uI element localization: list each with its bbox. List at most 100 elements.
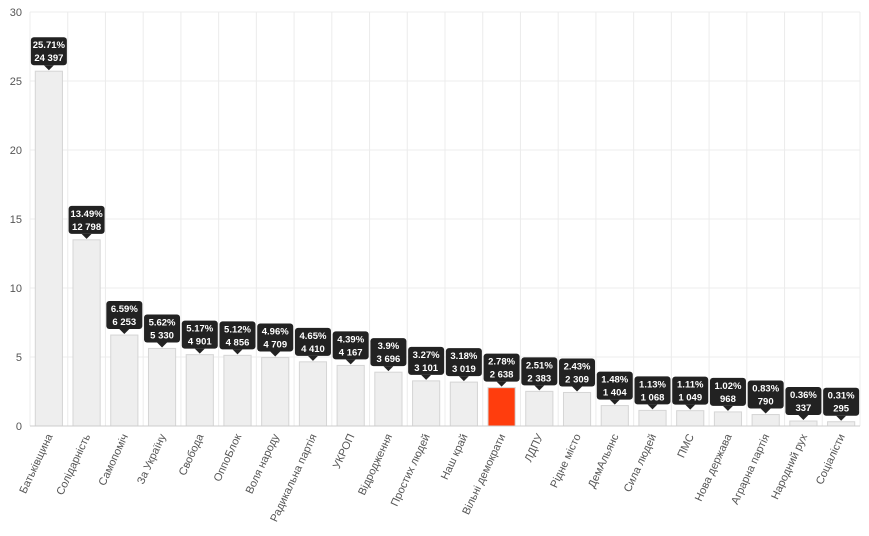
votes-label: 3 019	[452, 364, 476, 375]
data-label-box	[596, 371, 633, 400]
data-label-box	[785, 387, 822, 416]
bar[interactable]	[412, 380, 441, 427]
data-label-pointer	[496, 381, 507, 387]
data-label-box	[521, 357, 558, 386]
data-label-box	[672, 376, 709, 405]
bar[interactable]	[34, 70, 63, 427]
x-tick-label: Простих людей	[389, 432, 433, 508]
y-tick-label: 15	[10, 214, 22, 226]
bar[interactable]	[562, 391, 592, 427]
data-label: 3.27% 3 101	[408, 346, 445, 380]
data-label-pointer	[609, 399, 620, 405]
y-tick-label: 25	[10, 76, 22, 88]
percent-label: 3.27%	[413, 350, 440, 361]
percent-label: 2.78%	[488, 357, 515, 368]
bar[interactable]	[449, 381, 478, 427]
bar[interactable]	[751, 414, 780, 427]
percent-label: 6.59%	[111, 304, 138, 315]
x-tick-label: Народний рух	[769, 432, 810, 502]
data-label-pointer	[534, 385, 545, 391]
data-label: 3.18% 3 019	[445, 348, 482, 382]
data-label-box	[445, 348, 482, 377]
x-tick-label: Соціалісти	[814, 432, 848, 486]
percent-label: 1.13%	[639, 379, 666, 390]
bar[interactable]	[676, 410, 705, 427]
data-label-pointer	[194, 348, 205, 354]
percent-label: 4.65%	[299, 331, 326, 342]
bar[interactable]	[223, 354, 252, 427]
percent-label: 0.36%	[790, 390, 817, 401]
percent-label: 2.51%	[526, 360, 553, 371]
bar[interactable]	[638, 409, 667, 427]
votes-label: 4 709	[263, 340, 287, 351]
data-label: 0.31% 295	[823, 387, 860, 421]
data-label-pointer	[307, 355, 318, 361]
data-label-box	[181, 320, 218, 349]
votes-label: 3 696	[377, 354, 401, 365]
data-label: 5.62% 5 330	[144, 314, 181, 348]
data-label-pointer	[119, 329, 130, 335]
bar[interactable]	[185, 354, 214, 427]
data-label: 25.71% 24 397	[30, 37, 67, 71]
votes-label: 1 404	[603, 388, 627, 399]
x-tick-label: ОппоБлок	[212, 432, 245, 484]
data-label-box	[332, 331, 369, 360]
data-label-box	[634, 376, 671, 405]
votes-label: 4 410	[301, 344, 325, 355]
bar[interactable]	[72, 239, 101, 427]
data-label: 1.48% 1 404	[596, 371, 633, 405]
bar[interactable]	[261, 357, 290, 427]
data-label-box	[559, 358, 596, 387]
percent-label: 1.48%	[601, 375, 628, 386]
y-tick-label: 30	[10, 7, 22, 19]
data-label-pointer	[458, 376, 469, 382]
data-label-box	[747, 380, 784, 409]
bars	[34, 70, 856, 427]
bar[interactable]	[713, 411, 743, 427]
data-label-pointer	[836, 415, 847, 421]
percent-label: 5.62%	[149, 317, 176, 328]
data-label-pointer	[232, 349, 243, 355]
data-label-box	[106, 301, 143, 330]
x-tick-label: УКРОП	[331, 432, 358, 471]
bar[interactable]	[336, 364, 365, 427]
x-tick-label: Наш край	[439, 432, 471, 482]
data-label: 2.78% 2 638	[483, 353, 520, 387]
data-label: 2.43% 2 309	[559, 358, 596, 392]
bar[interactable]	[600, 405, 629, 427]
x-tick-label: Відродження	[356, 432, 395, 497]
bar[interactable]	[298, 361, 328, 427]
data-label-pointer	[421, 374, 432, 380]
data-label: 0.83% 790	[747, 380, 784, 414]
percent-label: 4.39%	[337, 334, 364, 345]
x-tick-label: Батьківщина	[18, 431, 56, 495]
x-tick-label: ДемАльянс	[586, 432, 622, 490]
data-label-box	[257, 323, 294, 352]
data-label: 5.12% 4 856	[219, 321, 256, 355]
data-label-pointer	[798, 415, 809, 421]
percent-label: 5.17%	[186, 324, 213, 335]
x-tick-label: За Україну	[135, 432, 169, 486]
bar[interactable]	[487, 387, 516, 427]
percent-label: 3.18%	[450, 351, 477, 362]
votes-label: 2 638	[490, 370, 514, 381]
bar[interactable]	[374, 371, 403, 427]
grid	[29, 11, 861, 427]
x-tick-label: ПМС	[675, 432, 696, 460]
data-label: 5.17% 4 901	[181, 320, 218, 354]
percent-label: 25.71%	[33, 40, 66, 51]
votes-label: 1 068	[641, 392, 665, 403]
bar[interactable]	[827, 421, 856, 427]
bar[interactable]	[525, 390, 554, 427]
y-tick-label: 20	[10, 145, 22, 157]
x-tick-label: Рідне місто	[548, 432, 583, 490]
bar[interactable]	[147, 347, 177, 427]
votes-label: 4 901	[188, 337, 212, 348]
bar[interactable]	[789, 420, 818, 427]
x-tick-label: Самопоміч	[97, 432, 131, 488]
bar[interactable]	[110, 334, 139, 427]
votes-label: 295	[833, 404, 850, 415]
data-label-box	[68, 205, 105, 234]
